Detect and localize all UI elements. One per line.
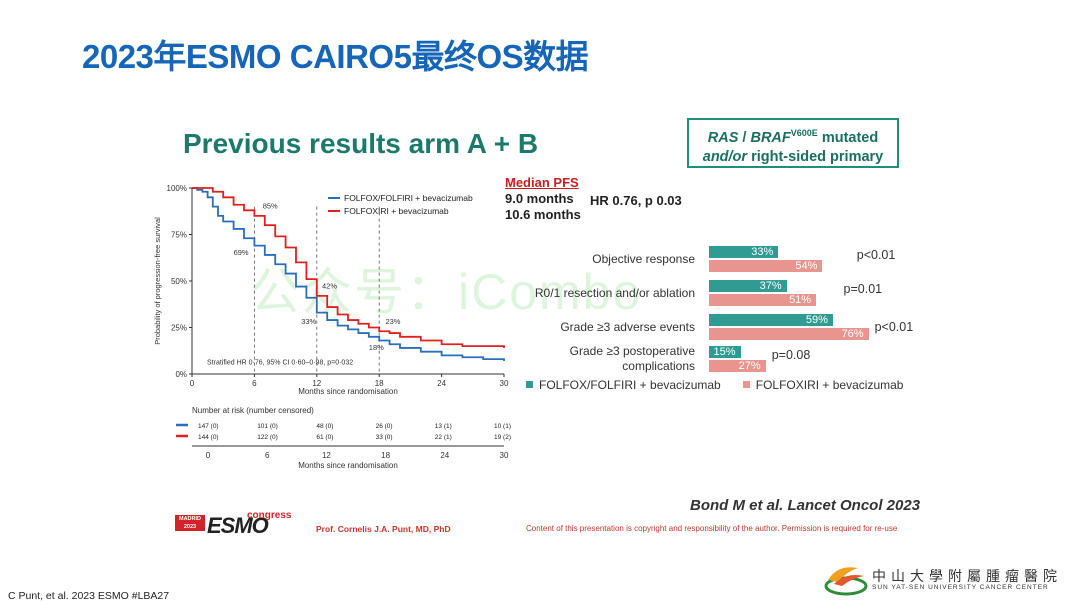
hazard-ratio-text: HR 0.76, p 0.03 (590, 193, 682, 208)
risk-x-tick-label: 18 (381, 451, 390, 460)
bar-legend: FOLFOX/FOLFIRI + bevacizumab FOLFOXIRI + … (526, 377, 946, 393)
risk-x-tick-label: 0 (206, 451, 211, 460)
reference-text: Bond M et al. Lancet Oncol 2023 (690, 497, 921, 514)
ras-text: RAS (707, 129, 739, 146)
bar-folfoxiri: 27% (709, 360, 766, 372)
risk-cell: 147 (0) (198, 423, 219, 430)
km-x-tick-label: 0 (190, 379, 195, 388)
hospital-name-en: SUN YAT-SEN UNIVERSITY CANCER CENTER (872, 584, 1049, 591)
subgroup-line-2: and/or right-sided primary (689, 148, 897, 167)
bar-folfox-folfiri: 15% (709, 346, 741, 358)
hospital-name-cn: 中山大學附屬腫瘤醫院 (872, 568, 1062, 584)
right-sided-text: right-sided primary (747, 148, 884, 165)
copyright-text: Content of this presentation is copyrigh… (526, 524, 898, 533)
section-subtitle: Previous results arm A + B (183, 128, 539, 159)
risk-cell: 101 (0) (257, 423, 278, 430)
risk-x-tick-label: 24 (440, 451, 449, 460)
km-x-tick-label: 18 (375, 379, 384, 388)
subgroup-box: RAS / BRAFV600E mutated and/or right-sid… (687, 118, 899, 168)
bar-legend-label: FOLFOX/FOLFIRI + bevacizumab (539, 377, 721, 392)
km-chart: 0% 25% 50% 75% 100% 0 6 12 18 24 30 Months since ra… (153, 184, 511, 470)
km-annotation: 23% (385, 317, 400, 326)
bar-folfoxiri: 51% (709, 294, 817, 306)
km-lines: 85% 69% 42% 33% 23% 18% Stratified HR 0·76, 95… (192, 187, 505, 367)
v600e-text: V600E (790, 128, 818, 138)
bar-folfoxiri: 76% (709, 328, 869, 340)
bar-chart: Objective response 33% 54% p<0.01 R0/1 resec… (500, 244, 940, 394)
page-title: 2023年ESMO CAIRO5最终OS数据 (82, 38, 589, 75)
km-y-tick-label: 100% (167, 184, 187, 193)
bar-folfoxiri: 54% (709, 260, 823, 272)
km-x-tick-label: 6 (252, 379, 257, 388)
km-y-tick-label: 75% (171, 231, 187, 240)
km-y-axis-label: Probability of progression-free survival (153, 217, 162, 345)
km-annotation: 85% (263, 201, 278, 210)
km-risk-table: Number at risk (number censored) 147 (0) 1… (176, 406, 511, 470)
bar-category-label: Grade ≥3 adverse events (560, 320, 695, 334)
slash-text: / (738, 129, 751, 146)
km-x-tick-label: 12 (312, 379, 321, 388)
bar-p-value: p<0.01 (856, 248, 896, 262)
bar-legend-label: FOLFOXIRI + bevacizumab (755, 377, 904, 392)
median-pfs-arm-a: 9.0 months (505, 191, 574, 206)
risk-cell: 48 (0) (316, 423, 333, 430)
risk-cell: 122 (0) (257, 434, 278, 441)
km-series-1-line (192, 187, 505, 361)
bar-category-label: Grade ≥3 postoperative complications (569, 344, 695, 373)
km-y-tick-label: 50% (171, 277, 187, 286)
citation-text: C Punt, et al. 2023 ESMO #LBA27 (8, 590, 170, 602)
median-pfs-block: Median PFS 9.0 months 10.6 months (505, 175, 581, 223)
km-annotation: 18% (369, 343, 384, 352)
bar-p-value: p=0.08 (771, 348, 811, 362)
km-annotation: 33% (301, 317, 316, 326)
risk-x-tick-label: 6 (265, 451, 270, 460)
km-legend-label: FOLFOXIRI + bevacizumab (344, 206, 449, 216)
risk-cell: 22 (1) (435, 434, 452, 441)
bar-folfox-folfiri: 59% (709, 314, 833, 326)
km-x-tick-label: 24 (437, 379, 446, 388)
km-legend: FOLFOX/FOLFIRI + bevacizumab FOLFOXIRI + … (328, 193, 473, 216)
bar-folfox-folfiri: 37% (709, 280, 787, 292)
km-annotation: 42% (322, 281, 337, 290)
bar-p-value: p=0.01 (843, 282, 883, 296)
risk-cell: 144 (0) (198, 434, 219, 441)
median-pfs-label: Median PFS (505, 175, 579, 190)
risk-cell: 61 (0) (316, 434, 333, 441)
median-pfs-arm-b: 10.6 months (505, 207, 581, 222)
hospital-logo-icon (824, 567, 868, 596)
km-legend-label: FOLFOX/FOLFIRI + bevacizumab (344, 193, 473, 203)
bar-category-label: R0/1 resection and/or ablation (534, 286, 695, 300)
risk-x-axis-label: Months since randomisation (298, 461, 398, 470)
andor-text: and/or (702, 148, 748, 165)
braf-text: BRAF (750, 129, 791, 146)
watermark-text: 公众号：iCombo (250, 264, 643, 320)
km-stats-text: Stratified HR 0·76, 95% CI 0·60–0·98, p=… (207, 360, 353, 367)
risk-x-tick-label: 30 (500, 451, 509, 460)
mutated-text: mutated (817, 129, 879, 146)
km-y-tick-label: 25% (171, 324, 187, 333)
risk-cell: 13 (1) (435, 423, 452, 430)
bar-folfox-folfiri: 33% (709, 246, 779, 258)
risk-cell: 26 (0) (376, 423, 393, 430)
km-x-axis-label: Months since randomisation (298, 387, 398, 396)
risk-table-title: Number at risk (number censored) (192, 406, 314, 415)
km-y-tick-label: 0% (175, 370, 187, 379)
risk-cell: 10 (1) (494, 423, 511, 430)
madrid-logo: MADRID 2023 (175, 515, 205, 531)
presenter-text: Prof. Cornelis J.A. Punt, MD, PhD (316, 524, 451, 534)
km-annotation: 69% (234, 248, 249, 257)
risk-x-tick-label: 12 (322, 451, 331, 460)
risk-cell: 19 (2) (494, 434, 511, 441)
risk-cell: 33 (0) (376, 434, 393, 441)
subgroup-line-1: RAS / BRAFV600E mutated (689, 124, 897, 148)
esmo-logo: ESMO (207, 513, 269, 538)
bar-legend-swatch (526, 381, 533, 389)
km-axes: 0% 25% 50% 75% 100% 0 6 12 18 24 30 Months since ra… (153, 184, 509, 396)
km-series-2-line (192, 187, 505, 348)
bar-legend-swatch (742, 381, 750, 389)
bar-p-value: p<0.01 (874, 320, 914, 334)
bar-category-label: Objective response (592, 252, 695, 266)
km-x-tick-label: 30 (500, 379, 509, 388)
congress-logo: congress (247, 510, 292, 521)
